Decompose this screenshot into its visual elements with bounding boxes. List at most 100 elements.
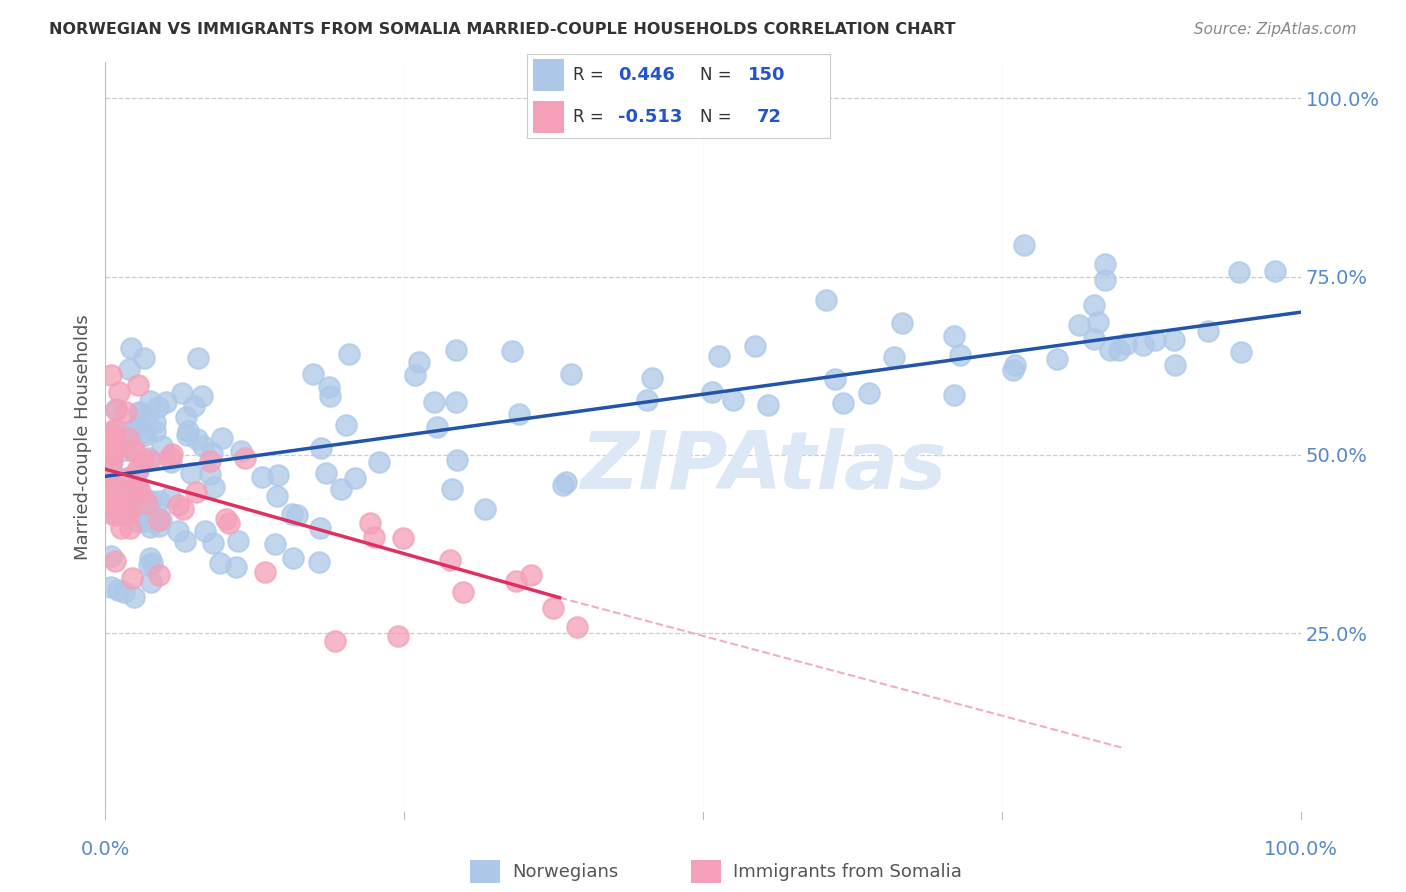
Point [100, 451, 122, 466]
Point [166, 524, 188, 539]
Point [104, 424, 127, 438]
Point [100, 580, 122, 594]
Point [148, 513, 170, 527]
Point [1227, 264, 1250, 278]
Point [444, 394, 467, 409]
Point [114, 443, 136, 458]
Point [423, 395, 446, 409]
Point [98, 427, 121, 442]
Point [363, 530, 385, 544]
Point [177, 424, 200, 438]
Point [107, 491, 129, 505]
Point [98, 473, 121, 487]
Point [323, 634, 346, 648]
Point [172, 385, 194, 400]
Point [1083, 297, 1105, 311]
Point [505, 574, 527, 588]
Text: ZIPAtlas: ZIPAtlas [579, 428, 946, 506]
Point [132, 425, 155, 440]
Point [319, 389, 342, 403]
Point [114, 405, 136, 419]
Point [1087, 315, 1109, 329]
Text: 100.0%: 100.0% [1264, 840, 1337, 859]
Point [641, 371, 664, 385]
Point [141, 556, 163, 570]
Point [335, 418, 357, 433]
Point [100, 431, 122, 445]
Point [281, 507, 304, 521]
Point [1014, 237, 1036, 252]
Point [567, 620, 589, 634]
Point [446, 453, 468, 467]
Text: N =: N = [700, 66, 737, 84]
Point [302, 367, 325, 381]
Point [1230, 344, 1253, 359]
Point [98, 487, 121, 501]
Point [115, 508, 138, 522]
Point [541, 601, 564, 615]
Point [756, 398, 779, 412]
Point [201, 446, 224, 460]
Point [100, 454, 122, 468]
Point [520, 568, 543, 582]
Point [98, 483, 121, 498]
Point [250, 469, 273, 483]
Point [103, 508, 125, 522]
Point [100, 368, 122, 383]
Point [202, 536, 225, 550]
Point [114, 498, 136, 512]
Point [127, 377, 149, 392]
Point [132, 451, 155, 466]
Point [98, 506, 121, 520]
Point [215, 512, 238, 526]
Point [98, 483, 121, 497]
Point [105, 402, 128, 417]
Point [98, 446, 121, 460]
Point [191, 388, 214, 402]
Point [121, 425, 143, 440]
Point [110, 521, 132, 535]
Point [138, 450, 160, 465]
Point [121, 423, 143, 437]
Point [111, 483, 134, 498]
Point [191, 439, 214, 453]
Point [101, 442, 124, 457]
Point [128, 405, 150, 419]
Point [117, 471, 139, 485]
Point [138, 550, 160, 565]
Point [202, 480, 225, 494]
Text: R =: R = [572, 66, 609, 84]
Point [359, 516, 381, 530]
Bar [533, 101, 564, 133]
Point [134, 506, 156, 520]
Point [387, 629, 409, 643]
Text: -0.513: -0.513 [619, 108, 682, 126]
Point [104, 403, 127, 417]
Point [100, 460, 122, 475]
Y-axis label: Married-couple Households: Married-couple Households [73, 314, 91, 560]
Point [120, 341, 142, 355]
Point [104, 422, 127, 436]
Point [138, 558, 160, 572]
Point [117, 431, 139, 445]
Text: Source: ZipAtlas.com: Source: ZipAtlas.com [1194, 22, 1357, 37]
Point [441, 482, 464, 496]
Point [148, 401, 170, 415]
Point [172, 501, 194, 516]
Point [98, 493, 121, 508]
Point [226, 534, 249, 549]
Point [143, 424, 166, 438]
Text: 0.446: 0.446 [619, 66, 675, 84]
Point [104, 438, 127, 452]
Point [404, 368, 426, 382]
Point [155, 394, 177, 409]
Point [112, 585, 135, 599]
Point [136, 407, 159, 421]
Point [139, 453, 162, 467]
Point [121, 481, 143, 495]
Point [1132, 338, 1154, 352]
Point [1164, 358, 1187, 372]
Point [125, 419, 148, 434]
Point [344, 471, 367, 485]
Point [128, 482, 150, 496]
